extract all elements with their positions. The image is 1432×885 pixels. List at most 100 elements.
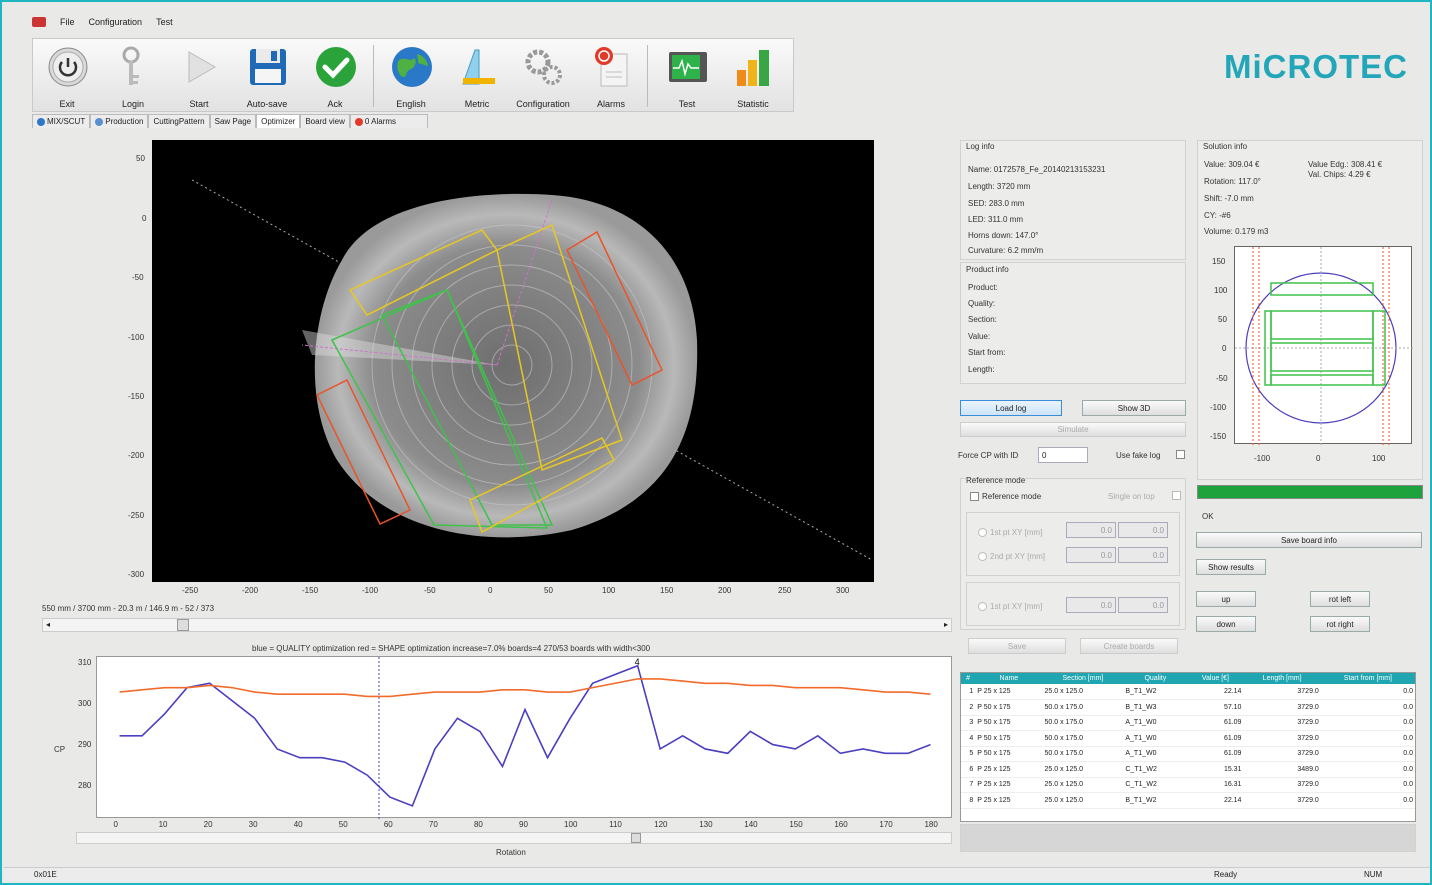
load-log-button[interactable]: Load log <box>960 400 1062 416</box>
pt3-y-input[interactable]: 0.0 <box>1118 597 1168 613</box>
metric-button[interactable]: Metric <box>445 39 509 113</box>
graph-x-tick: 100 <box>564 820 578 829</box>
table-footer <box>960 824 1416 852</box>
solution-rotation: Rotation: 117.0° <box>1204 177 1261 186</box>
alarms-button[interactable]: Alarms <box>579 39 643 113</box>
table-cell: 3729.0 <box>1243 730 1321 747</box>
log-horns: Horns down: 147.0° <box>968 231 1039 240</box>
pt2-y-input[interactable]: 0.0 <box>1118 547 1168 563</box>
pt3-radio[interactable] <box>978 602 987 611</box>
log-curvature: Curvature: 6.2 mm/m <box>968 246 1044 255</box>
down-button[interactable]: down <box>1196 616 1256 632</box>
language-button[interactable]: English <box>379 39 443 113</box>
save-button[interactable]: Save <box>968 638 1066 654</box>
power-icon <box>47 45 89 89</box>
cp-rotation-chart[interactable]: 4 <box>96 656 952 819</box>
table-cell: 3729.0 <box>1243 699 1321 716</box>
tab-saw-page[interactable]: Saw Page <box>209 114 257 128</box>
start-button[interactable]: Start <box>167 39 231 113</box>
graph-y-tick: 310 <box>78 658 92 667</box>
table-header[interactable]: # <box>961 673 976 684</box>
x-tick: 250 <box>778 586 792 595</box>
x-tick: -150 <box>302 586 319 595</box>
table-header[interactable]: Name <box>975 673 1043 684</box>
reference-mode-checkbox[interactable] <box>970 492 979 501</box>
force-cp-input[interactable]: 0 <box>1038 447 1088 463</box>
gears-icon <box>523 45 565 89</box>
table-header[interactable]: Section [mm] <box>1042 673 1124 684</box>
single-top-checkbox[interactable] <box>1172 491 1181 500</box>
pt2-x-input[interactable]: 0.0 <box>1066 547 1116 563</box>
table-cell: 0.0 <box>1320 699 1415 716</box>
y-tick: -250 <box>128 511 145 520</box>
test-button[interactable]: Test <box>655 39 719 113</box>
autosave-button[interactable]: Auto-save <box>235 39 299 113</box>
tab-production[interactable]: Production <box>90 114 149 128</box>
metric-label: Metric <box>464 99 490 109</box>
slider-thumb[interactable] <box>177 619 189 631</box>
graph-x-tick: 50 <box>338 820 348 829</box>
globe-icon <box>391 45 433 89</box>
statistic-button[interactable]: Statistic <box>721 39 785 113</box>
log-length: Length: 3720 mm <box>968 182 1031 191</box>
graph-x-tick: 60 <box>383 820 393 829</box>
save-board-info-button[interactable]: Save board info <box>1196 532 1422 548</box>
x-tick: 200 <box>718 586 732 595</box>
table-cell: 6 <box>961 761 976 778</box>
create-boards-button[interactable]: Create boards <box>1080 638 1178 654</box>
log-cross-section <box>191 179 873 561</box>
fake-log-checkbox[interactable] <box>1176 450 1185 459</box>
arrow-left-icon[interactable]: ◂ <box>46 620 51 629</box>
log-scan-view[interactable] <box>152 140 874 582</box>
tab-optimizer[interactable]: Optimizer <box>256 114 301 128</box>
table-cell: B_T1_W3 <box>1123 699 1188 716</box>
tab-alarms[interactable]: 0 Alarms <box>349 114 428 128</box>
simulate-button[interactable]: Simulate <box>960 422 1186 437</box>
tab-board-view[interactable]: Board view <box>300 114 350 128</box>
scroll-thumb[interactable] <box>631 833 641 843</box>
arrow-right-icon[interactable]: ▸ <box>943 620 948 629</box>
show-3d-button[interactable]: Show 3D <box>1082 400 1186 416</box>
force-cp-label: Force CP with ID <box>958 451 1019 460</box>
tab-mixscut[interactable]: MIX/SCUT <box>32 114 91 128</box>
x-tick: 50 <box>544 586 553 595</box>
table-cell: 3 <box>961 715 976 731</box>
ack-button[interactable]: Ack <box>303 39 367 113</box>
up-button[interactable]: up <box>1196 591 1256 607</box>
menu-configuration[interactable]: Configuration <box>88 17 143 27</box>
login-button[interactable]: Login <box>101 39 165 113</box>
pt2-radio[interactable] <box>978 552 987 561</box>
table-header[interactable]: Length [mm] <box>1243 673 1321 684</box>
table-header[interactable]: Start from [mm] <box>1320 673 1415 684</box>
pt1-x-input[interactable]: 0.0 <box>1066 522 1116 538</box>
tab-cutting-pattern[interactable]: CuttingPattern <box>148 114 210 128</box>
table-cell: 16.31 <box>1187 777 1244 793</box>
table-header[interactable]: Value [€] <box>1187 673 1244 684</box>
menu-test[interactable]: Test <box>156 17 173 27</box>
rot-right-button[interactable]: rot right <box>1310 616 1370 632</box>
exit-button[interactable]: Exit <box>35 39 99 113</box>
pt1-radio[interactable] <box>978 528 987 537</box>
configuration-button[interactable]: Configuration <box>511 39 575 113</box>
table-header[interactable]: Quality <box>1123 673 1188 684</box>
solution-val-chips: Val. Chips: 4.29 € <box>1308 170 1371 179</box>
position-slider[interactable]: ◂ ▸ <box>42 618 952 632</box>
menu-file[interactable]: File <box>60 17 75 27</box>
pt1-y-input[interactable]: 0.0 <box>1118 522 1168 538</box>
table-cell: 0.0 <box>1320 746 1415 762</box>
show-results-button[interactable]: Show results <box>1196 559 1266 575</box>
table-cell: 25.0 x 125.0 <box>1042 684 1124 700</box>
pt3-x-input[interactable]: 0.0 <box>1066 597 1116 613</box>
x-tick: -200 <box>242 586 259 595</box>
rot-left-button[interactable]: rot left <box>1310 591 1370 607</box>
table-cell: 8 <box>961 792 976 809</box>
rotation-scrollbar[interactable] <box>76 832 952 844</box>
